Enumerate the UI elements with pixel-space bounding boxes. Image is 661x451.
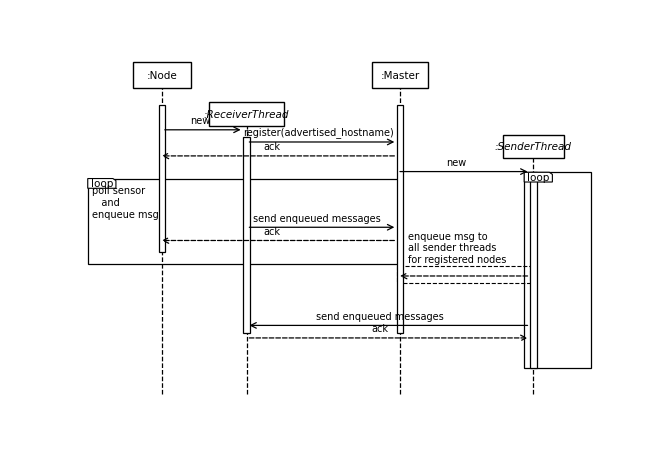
Bar xyxy=(88,179,401,264)
Bar xyxy=(159,106,165,252)
Bar xyxy=(210,103,284,127)
Bar xyxy=(502,136,564,158)
Text: send enqueued messages: send enqueued messages xyxy=(253,213,381,223)
Text: :Node: :Node xyxy=(147,71,177,81)
Bar xyxy=(530,172,537,368)
Bar xyxy=(524,173,591,368)
Bar xyxy=(397,106,403,334)
Text: :SenderThread: :SenderThread xyxy=(495,142,572,152)
Text: new: new xyxy=(446,158,467,168)
Text: :ReceiverThread: :ReceiverThread xyxy=(204,110,290,120)
Text: register(advertised_hostname): register(advertised_hostname) xyxy=(243,127,394,138)
Text: loop: loop xyxy=(91,179,113,189)
Text: new: new xyxy=(190,116,211,126)
Text: send enqueued messages: send enqueued messages xyxy=(316,311,444,321)
Bar xyxy=(133,63,192,89)
Text: ack: ack xyxy=(371,324,388,334)
Text: :Master: :Master xyxy=(381,71,420,81)
Bar xyxy=(372,63,428,89)
Bar xyxy=(243,138,250,334)
Text: ack: ack xyxy=(264,226,281,236)
Text: enqueue msg to
all sender threads
for registered nodes: enqueue msg to all sender threads for re… xyxy=(408,231,506,264)
Bar xyxy=(397,266,530,283)
Text: ack: ack xyxy=(264,142,281,152)
Text: loop: loop xyxy=(527,173,549,183)
Polygon shape xyxy=(88,179,116,189)
Polygon shape xyxy=(524,173,553,183)
Text: poll sensor
   and
enqueue msg: poll sensor and enqueue msg xyxy=(92,186,159,219)
